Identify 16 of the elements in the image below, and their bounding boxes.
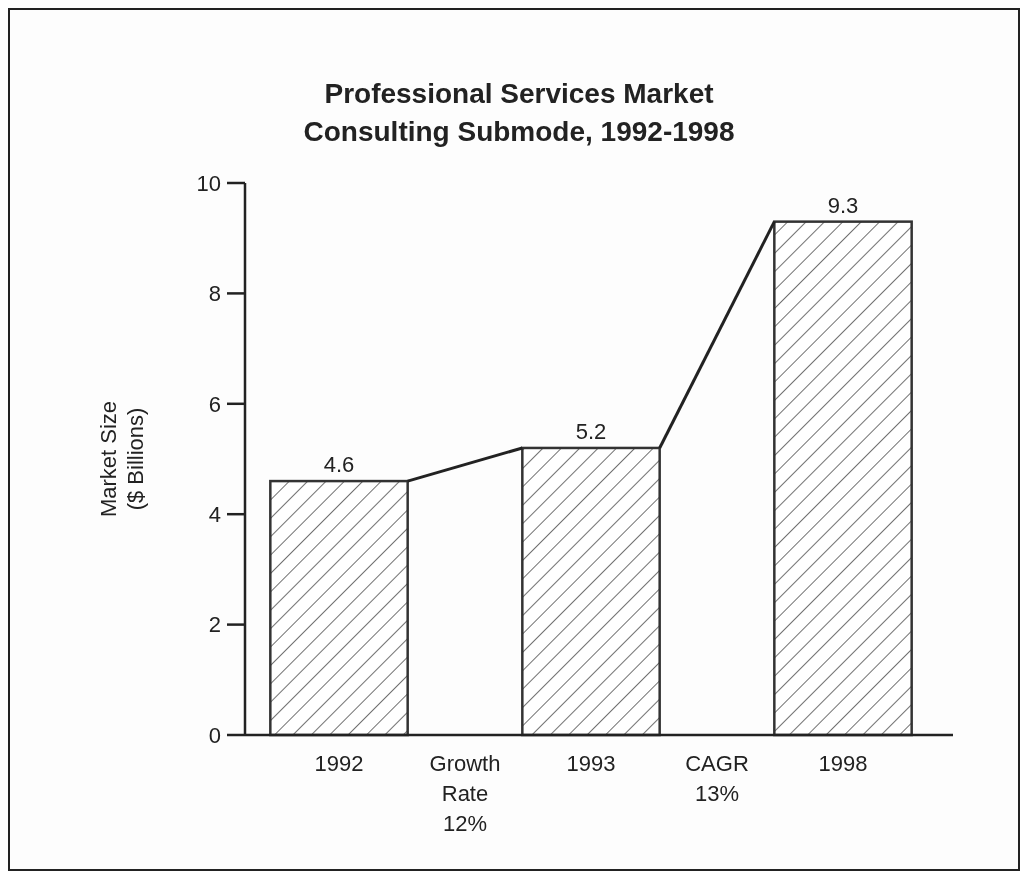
y-tick-label: 2 xyxy=(208,612,221,638)
x-tick-label: Growth Rate 12% xyxy=(429,751,501,836)
y-tick-label: 4 xyxy=(208,501,221,527)
y-tick-label: 0 xyxy=(208,722,221,748)
x-tick-label: 1993 xyxy=(566,751,616,776)
data-label: 4.6 xyxy=(323,452,355,478)
data-label: 5.2 xyxy=(575,418,607,444)
y-tick-label: 10 xyxy=(196,170,221,196)
y-tick-label: 6 xyxy=(208,391,221,417)
y-axis-title: Market Size ($ Billions) xyxy=(96,400,148,518)
chart-title: Professional Services Market Consulting Submode, 1992-1998 xyxy=(303,78,735,147)
x-tick-label: 1998 xyxy=(818,751,868,776)
data-label: 9.3 xyxy=(827,192,859,218)
y-tick-label: 8 xyxy=(208,281,221,307)
x-tick-label: CAGR 13% xyxy=(685,751,749,806)
x-tick-label: 1992 xyxy=(314,751,364,776)
